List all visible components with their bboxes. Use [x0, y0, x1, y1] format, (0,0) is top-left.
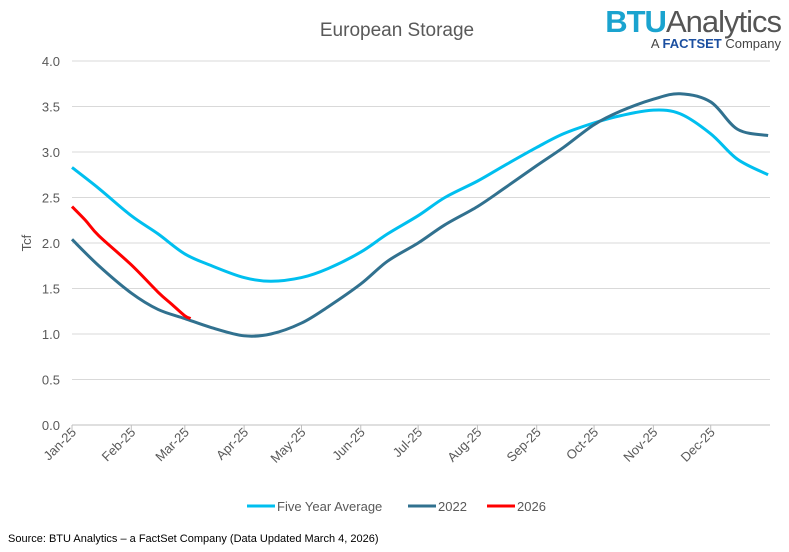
series-line-2026 [70, 205, 192, 320]
y-tick-label: 3.0 [42, 145, 60, 160]
x-tick-label: Dec-25 [678, 425, 718, 465]
logo-tagline-post: Company [725, 36, 781, 51]
y-tick-label: 3.5 [42, 100, 60, 115]
btu-analytics-logo: BTUAnalytics A FACTSET Company [605, 4, 782, 51]
x-tick-label: Mar-25 [152, 425, 192, 465]
y-tick-label: 1.0 [42, 327, 60, 342]
x-tick-label: Jun-25 [329, 425, 368, 464]
y-tick-label: 2.0 [42, 236, 60, 251]
x-tick-label: Aug-25 [444, 425, 484, 465]
x-tick-label: Sep-25 [504, 425, 544, 465]
y-axis-label: Tcf [19, 234, 34, 251]
logo-factset: FACTSET [662, 36, 722, 51]
legend-label: 2026 [517, 499, 546, 514]
legend-label: Five Year Average [277, 499, 382, 514]
x-tick-label: Nov-25 [620, 425, 660, 465]
series-line-2022 [70, 92, 769, 338]
x-tick-label: Feb-25 [99, 425, 139, 465]
logo-brand-light: Analytics [665, 4, 782, 39]
x-tick-label: Oct-25 [563, 425, 601, 463]
y-tick-label: 0.5 [42, 373, 60, 388]
y-tick-label: 0.0 [42, 418, 60, 433]
x-tick-label: May-25 [267, 425, 308, 466]
chart-title: European Storage [320, 20, 474, 41]
x-tick-label: Apr-25 [213, 425, 251, 463]
y-tick-label: 1.5 [42, 282, 60, 297]
y-tick-label: 2.5 [42, 191, 60, 206]
logo-tagline-pre: A [650, 36, 659, 51]
x-tick-label: Jul-25 [390, 425, 426, 461]
y-tick-label: 4.0 [42, 54, 60, 69]
series-line-five-year-average [71, 108, 769, 283]
legend-label: 2022 [438, 499, 467, 514]
logo-brand-bold: BTU [605, 4, 667, 39]
source-note: Source: BTU Analytics – a FactSet Compan… [8, 533, 379, 545]
